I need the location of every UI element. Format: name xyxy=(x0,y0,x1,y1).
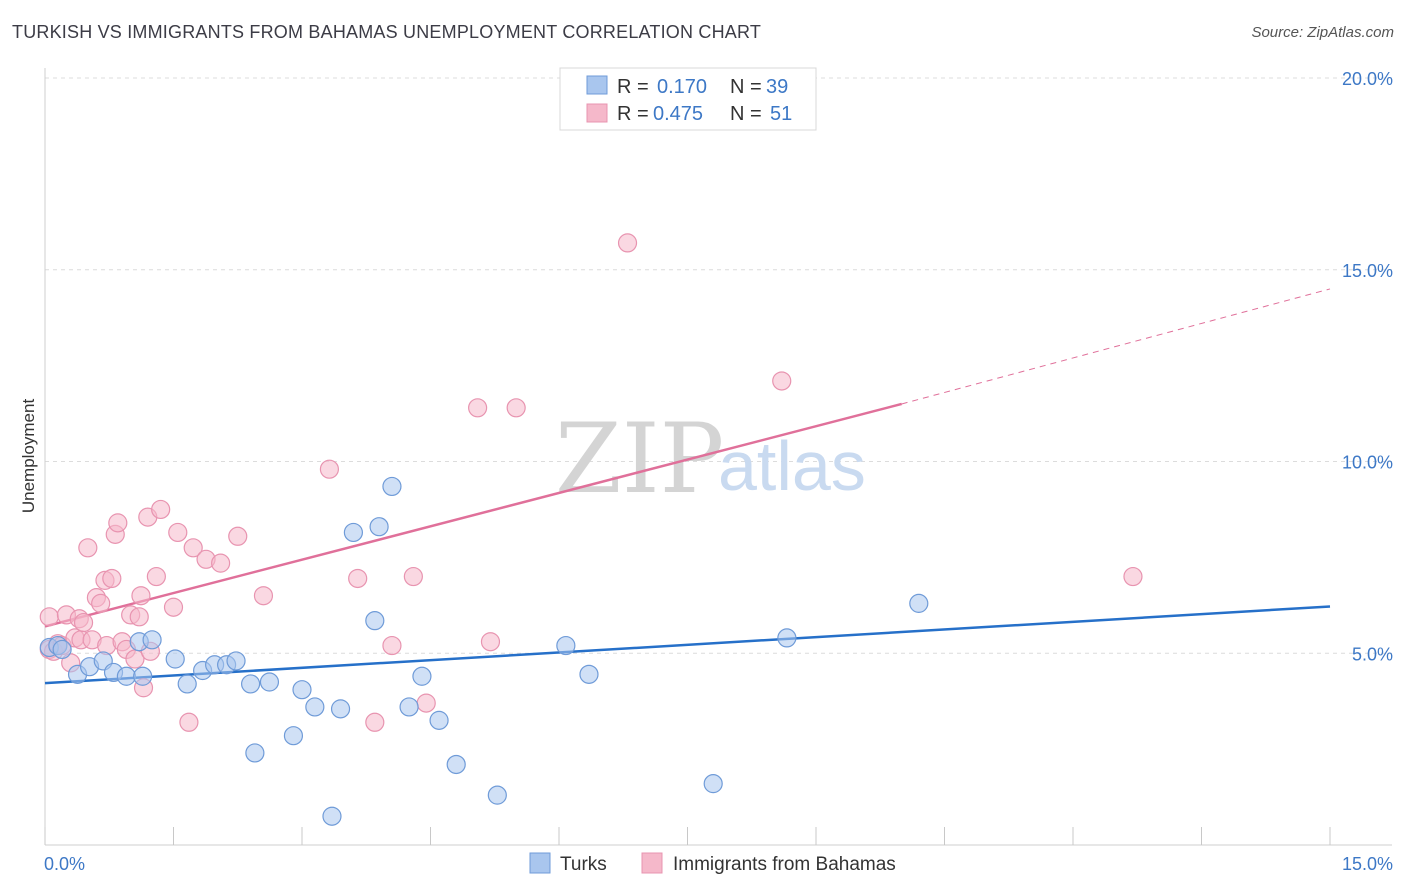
watermark-zip: ZIP xyxy=(555,403,724,515)
legend-n-label-1: N = xyxy=(730,76,762,98)
point-turks xyxy=(52,639,72,660)
point-bahamas xyxy=(480,632,501,652)
point-bahamas xyxy=(183,538,203,558)
trendline-bahamas xyxy=(44,402,902,628)
point-turks xyxy=(399,697,419,717)
point-turks xyxy=(369,517,389,537)
point-bahamas xyxy=(179,712,199,732)
legend-n-label-2: N = xyxy=(730,103,762,125)
point-turks xyxy=(579,664,599,684)
point-bahamas xyxy=(365,712,385,732)
correlation-legend: R = 0.170 N = 39 R = 0.475 N = 51 xyxy=(559,67,817,131)
point-bahamas xyxy=(78,538,98,558)
point-bahamas xyxy=(129,607,149,627)
point-bahamas xyxy=(1123,566,1143,587)
point-bahamas xyxy=(468,398,488,418)
point-bahamas xyxy=(211,553,231,573)
legend-n-value-1: 39 xyxy=(766,76,788,98)
legend-r-value-2: 0.475 xyxy=(653,103,703,125)
legend-r-label-2: R = xyxy=(617,103,649,125)
chart-title: TURKISH VS IMMIGRANTS FROM BAHAMAS UNEMP… xyxy=(12,22,762,42)
point-turks xyxy=(909,593,929,613)
x-tick-label-end: 15.0% xyxy=(1342,854,1393,874)
point-turks xyxy=(259,672,280,692)
point-bahamas xyxy=(228,526,248,546)
point-turks xyxy=(241,674,261,694)
point-turks xyxy=(412,666,432,686)
y-axis-label: Unemployment xyxy=(19,399,38,514)
point-bahamas xyxy=(382,635,402,656)
bottom-legend-label-turks: Turks xyxy=(560,854,607,875)
trend-lines xyxy=(44,288,1331,685)
point-bahamas xyxy=(403,566,423,587)
point-bahamas xyxy=(617,233,638,253)
point-bahamas xyxy=(348,568,368,589)
legend-swatch-turks xyxy=(586,75,608,95)
watermark: ZIP atlas xyxy=(555,403,866,515)
bottom-legend-swatch-turks xyxy=(529,852,551,874)
point-turks xyxy=(446,754,466,775)
data-points xyxy=(39,233,1143,826)
legend-r-label-1: R = xyxy=(617,76,649,98)
point-bahamas xyxy=(108,513,128,533)
point-turks xyxy=(556,635,576,656)
watermark-atlas: atlas xyxy=(718,427,866,505)
point-turks xyxy=(365,611,385,631)
y-tick-label: 15.0% xyxy=(1342,261,1393,281)
y-tick-label: 20.0% xyxy=(1342,69,1393,89)
legend-n-value-2: 51 xyxy=(770,103,792,125)
point-bahamas xyxy=(416,693,436,713)
point-bahamas xyxy=(772,371,792,391)
point-turks xyxy=(245,743,265,763)
series-legend: Turks Immigrants from Bahamas xyxy=(529,852,896,875)
point-bahamas xyxy=(168,522,188,543)
bottom-legend-swatch-bahamas xyxy=(641,852,663,874)
trendline-bahamas-extension xyxy=(901,288,1331,405)
point-bahamas xyxy=(151,499,171,520)
point-turks xyxy=(382,476,402,497)
point-turks xyxy=(703,774,723,794)
point-turks xyxy=(487,785,507,805)
point-bahamas xyxy=(91,593,111,613)
grid-lines xyxy=(45,77,1392,654)
point-bahamas xyxy=(319,459,340,479)
legend-swatch-bahamas xyxy=(586,103,608,123)
tick-labels: 5.0% 10.0% 15.0% 20.0% 0.0% 15.0% xyxy=(44,69,1393,874)
point-bahamas xyxy=(163,597,184,617)
y-tick-label: 10.0% xyxy=(1342,453,1393,473)
point-turks xyxy=(226,651,246,671)
point-turks xyxy=(142,630,162,650)
point-turks xyxy=(322,806,342,826)
point-turks xyxy=(777,628,797,648)
point-turks xyxy=(165,649,185,669)
point-bahamas xyxy=(102,568,122,589)
point-turks xyxy=(177,674,197,694)
axes xyxy=(44,68,1392,846)
point-turks xyxy=(343,522,363,543)
point-bahamas xyxy=(253,586,274,606)
point-turks xyxy=(429,710,449,730)
x-tick-label-start: 0.0% xyxy=(44,854,85,874)
point-bahamas xyxy=(506,398,526,418)
point-bahamas xyxy=(146,566,166,587)
point-turks xyxy=(283,726,304,746)
point-turks xyxy=(116,666,136,686)
point-turks xyxy=(133,666,153,686)
point-turks xyxy=(305,697,325,717)
point-turks xyxy=(330,699,351,719)
bottom-legend-label-bahamas: Immigrants from Bahamas xyxy=(673,854,896,875)
legend-r-value-1: 0.170 xyxy=(657,76,707,98)
trendline-turks xyxy=(44,605,1331,685)
source-credit: Source: ZipAtlas.com xyxy=(1251,24,1394,41)
point-bahamas xyxy=(73,612,94,633)
point-turks xyxy=(292,680,312,700)
point-bahamas xyxy=(39,607,59,627)
point-bahamas xyxy=(131,586,151,606)
y-tick-label: 5.0% xyxy=(1352,644,1393,664)
